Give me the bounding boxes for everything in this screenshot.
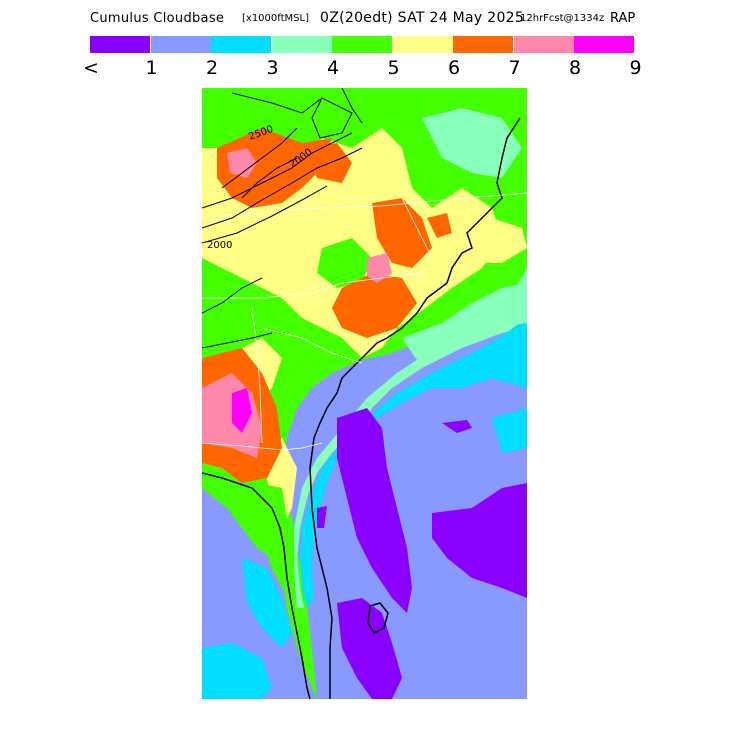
legend-tick-label: 9 [629, 57, 642, 79]
field-min-small [442, 420, 472, 433]
legend-swatch [574, 36, 634, 53]
field-level2-southwest [242, 558, 292, 648]
legend-tick-label: 4 [326, 57, 340, 79]
legend-swatch [271, 36, 332, 53]
coastline [309, 117, 521, 699]
state-border-fl [202, 442, 323, 451]
state-border-sc [261, 327, 363, 364]
chart-title: Cumulus Cloudbase [x1000ftMSL] 0Z(20edt)… [0, 8, 729, 28]
legend-swatch [90, 36, 150, 53]
field-level3-offshore [402, 283, 527, 360]
legend-swatch [513, 36, 574, 53]
state-border-nc [202, 272, 423, 299]
title-forecast-info: 12hrFcst@1334z [520, 13, 605, 24]
gulf-coastline [202, 472, 311, 699]
legend-tick-label: 6 [447, 57, 461, 79]
contour-line [311, 97, 353, 139]
contour-line [202, 147, 363, 229]
legend-tick-label: < [83, 57, 99, 79]
title-parameter: Cumulus Cloudbase [90, 11, 225, 26]
legend-swatch [150, 36, 211, 53]
field-level7-carolina [367, 253, 392, 283]
contour-line [341, 88, 363, 124]
legend-swatch [211, 36, 271, 53]
field-level4-patch2 [317, 238, 372, 288]
field-min-florida-east [337, 408, 412, 613]
legend-tick-label: 7 [508, 57, 521, 79]
title-units: [x1000ftMSL] [242, 13, 309, 24]
contour-line [202, 185, 328, 244]
field-level6-carolina [332, 273, 417, 338]
contour-line [202, 332, 273, 349]
field-level4-west-band [257, 483, 292, 588]
field-level6-northwest [217, 128, 332, 208]
field-level4-patch1 [202, 98, 302, 143]
legend-swatch [392, 36, 453, 53]
field-level5-east [457, 218, 527, 263]
field-min-tiny [317, 506, 327, 528]
state-border-inner [401, 197, 433, 259]
legend-tick-label: 3 [266, 57, 279, 79]
legend-tick-label: 1 [145, 57, 158, 79]
legend-tick-labels: <1 2 3 4 5 6 7 8 9 [0, 57, 729, 81]
title-model: RAP [610, 11, 636, 26]
field-level2-offshore [492, 408, 527, 453]
legend-tick-label: 5 [387, 57, 400, 79]
field-level2-coast [300, 318, 527, 608]
cloudbase-map: 2000 2000 2500 [202, 88, 527, 699]
field-min-south [337, 598, 402, 699]
field-level3-patch [422, 108, 522, 178]
contour-line [241, 157, 298, 199]
field-min-offshore [432, 483, 527, 598]
field-level2-south [202, 643, 272, 699]
legend-swatch [332, 36, 392, 53]
map-panel: 2000 2000 2500 [202, 88, 527, 699]
contour-line [202, 132, 353, 209]
contour-line [221, 127, 298, 189]
lake-outline [367, 602, 389, 634]
field-level6-small [427, 213, 452, 238]
contour-line [202, 277, 263, 314]
contour-line [231, 92, 323, 114]
state-border-va [202, 192, 527, 219]
legend-tick-label: 8 [568, 57, 582, 79]
field-level6-central [372, 198, 432, 268]
field-level7-north [227, 148, 257, 178]
title-valid-time: 0Z(20edt) SAT 24 May 2025 [320, 10, 525, 26]
field-level8-west [232, 388, 252, 433]
legend-swatch [453, 36, 513, 53]
contour-label: 2000 [207, 240, 232, 251]
legend-tick-label: 2 [205, 57, 219, 79]
state-border-ga-al [251, 307, 263, 444]
